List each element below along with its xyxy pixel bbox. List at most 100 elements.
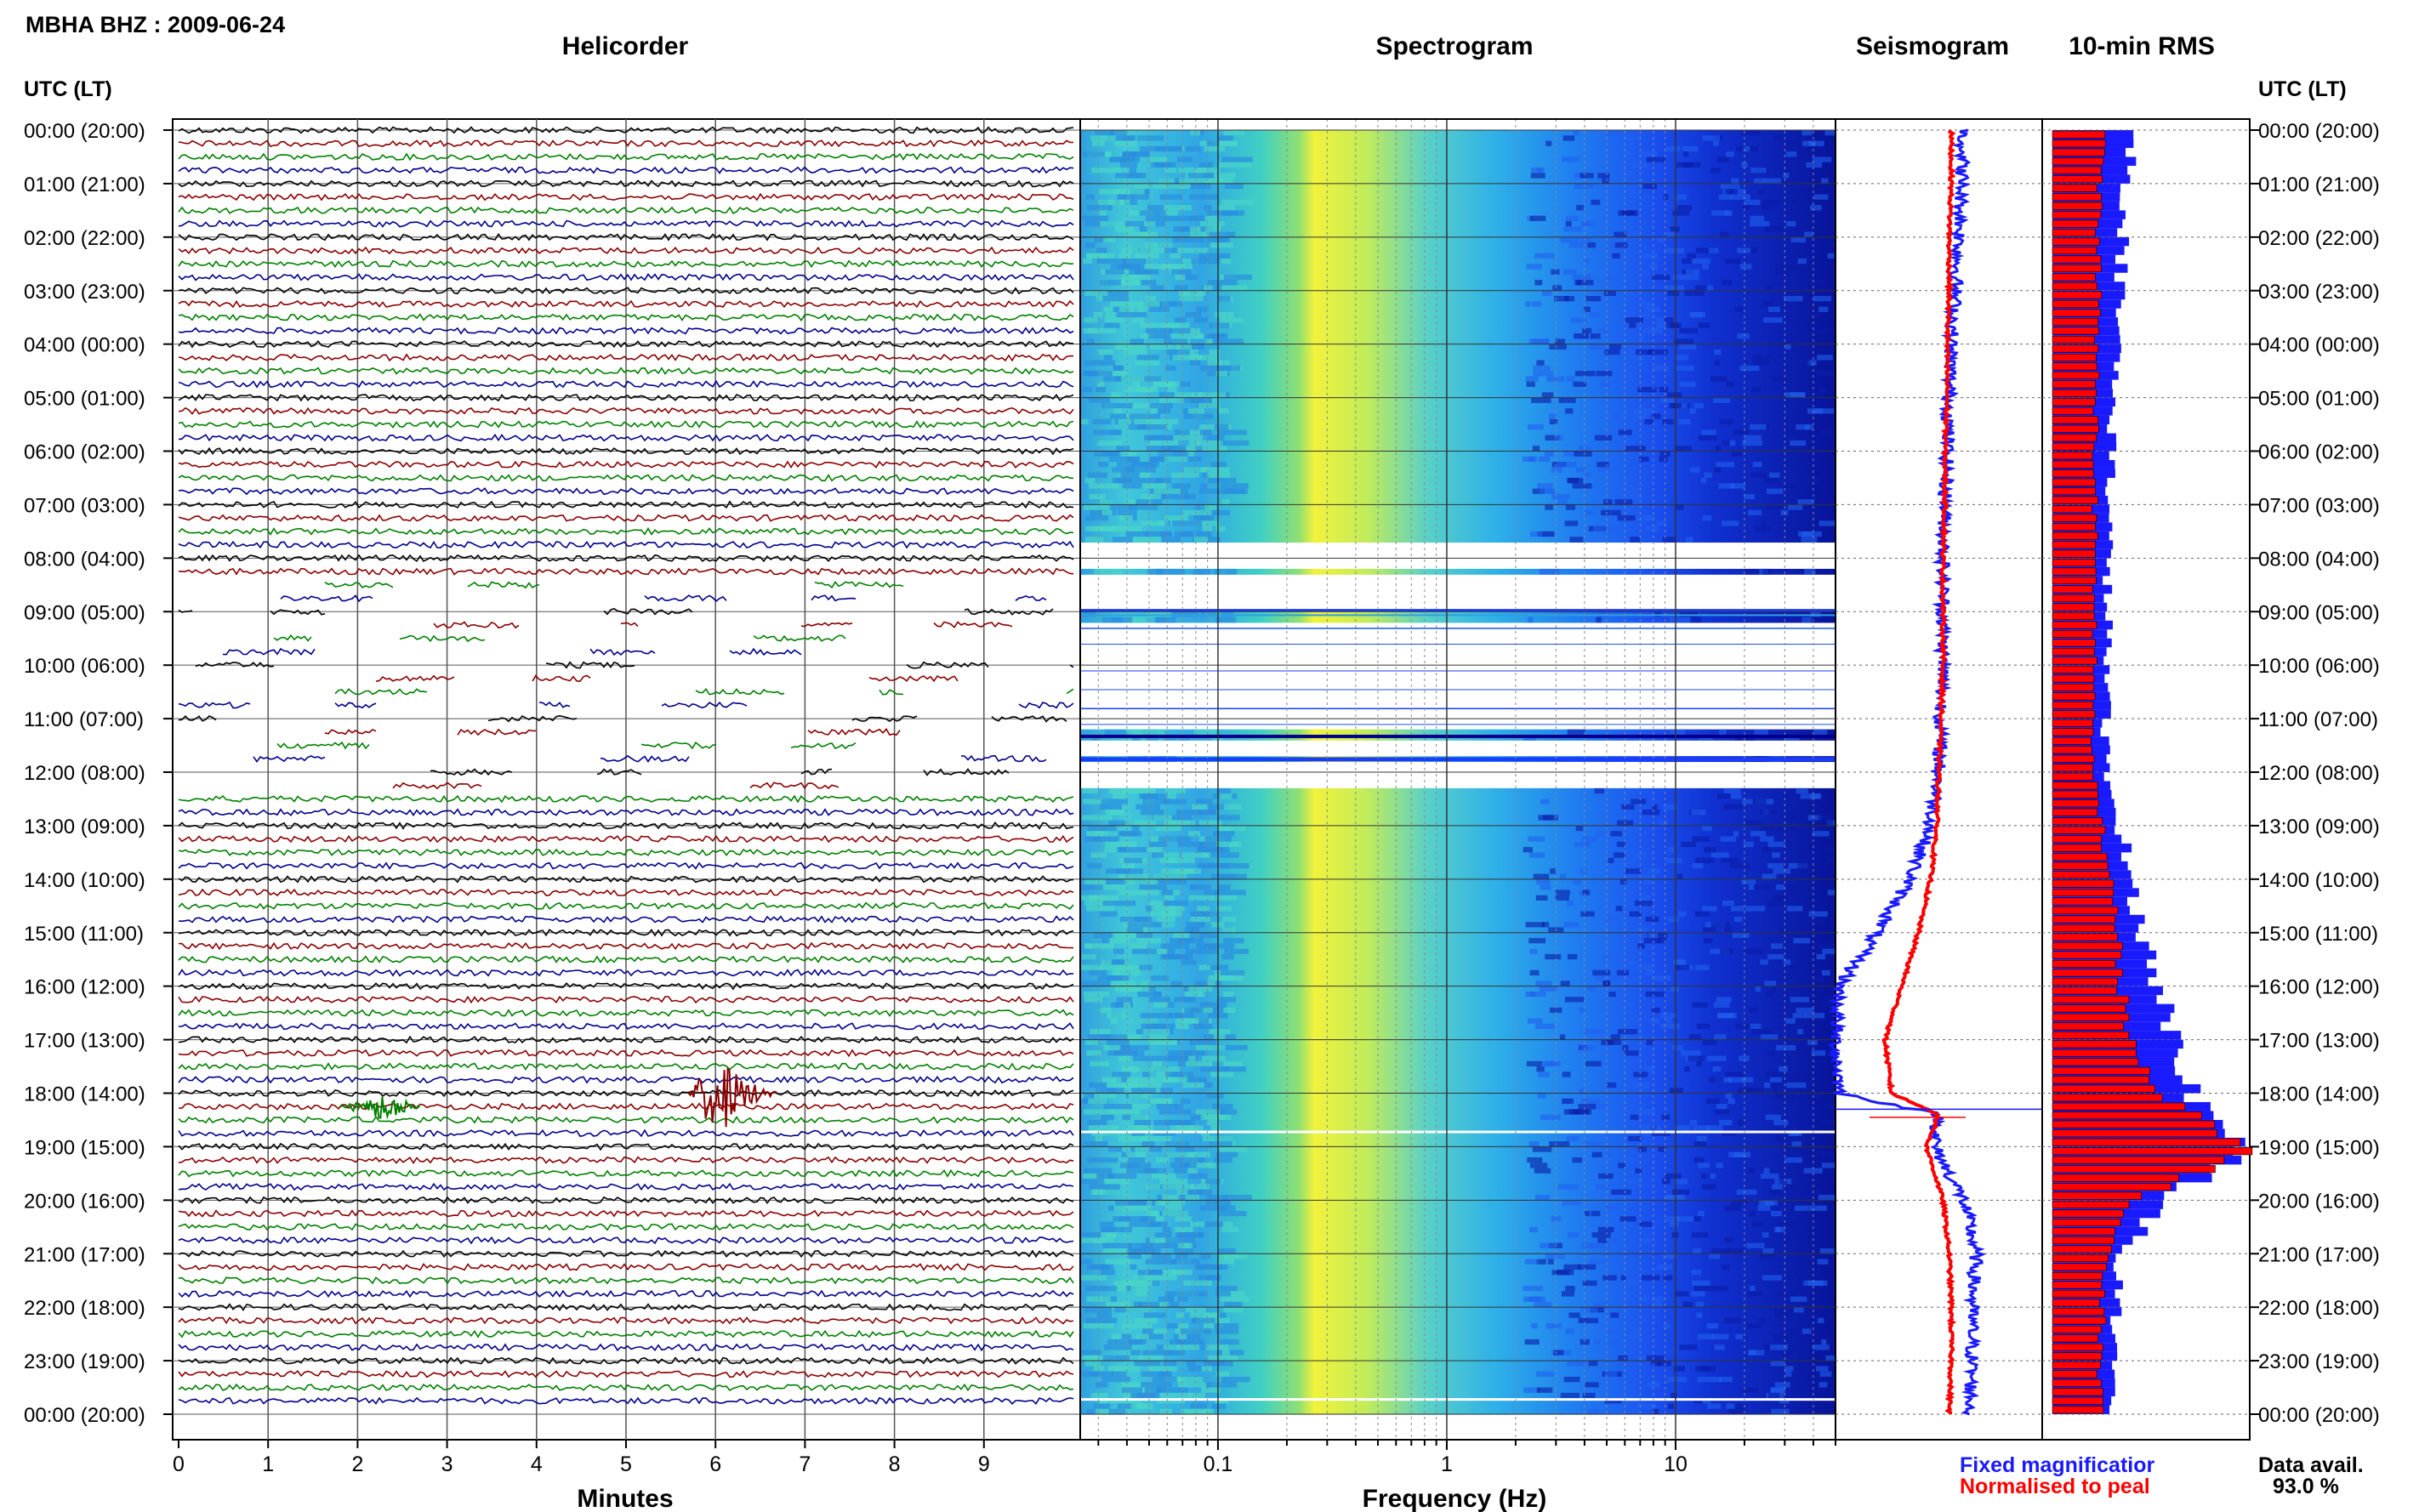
spectrogram-speckle [1783,815,1804,821]
helicorder-trace [178,794,1074,804]
spectrogram-speckle [1145,1259,1177,1265]
spectrogram-speckle [1712,1066,1722,1072]
rms-bar-normalised [2052,1343,2103,1351]
spectrogram-speckle [1141,1242,1169,1249]
spectrogram-speckle [1783,959,1791,965]
spectrogram-speckle [1108,1408,1126,1415]
spectrogram-speckle [1124,959,1132,965]
spectrogram-speckle [1186,446,1197,452]
spectrogram-speckle [1574,333,1590,339]
spectrogram-speckle [1696,247,1716,254]
rms-bar-normalised [2052,353,2097,361]
spectrogram-row [1080,1179,1836,1185]
spectrogram-speckle [1693,1398,1702,1404]
spectrogram-speckle [1712,1376,1722,1383]
spectrogram-speckle [1801,617,1812,623]
spectrogram-speckle [1540,488,1553,495]
spectrogram-speckle [1089,895,1109,901]
spectrogram-speckle [1646,526,1659,532]
minute-tick-label: 5 [620,1452,632,1476]
spectrogram-speckle [1096,1382,1108,1389]
spectrogram-speckle [1736,1189,1757,1196]
spectrogram-speckle [1543,365,1551,372]
spectrogram-speckle [1107,1082,1138,1089]
spectrogram-speckle [1806,162,1823,168]
spectrogram-speckle [1198,509,1231,516]
rms-bar-normalised [2052,130,2106,139]
spectrogram-speckle [1786,140,1801,147]
spectrogram-row [1080,890,1836,896]
spectrogram-speckle [1560,1392,1579,1399]
spectrogram-speckle [1147,435,1159,441]
spectrogram-row [1080,424,1836,430]
spectrogram-speckle [1570,317,1587,323]
helicorder-title: Helicorder [562,32,689,60]
rms-bar-normalised [2052,764,2093,772]
spectrogram-speckle [1111,526,1142,532]
spectrogram-speckle [1726,151,1734,157]
spectrogram-speckle [1141,1141,1155,1147]
spectrogram-speckle [1175,344,1192,350]
rms-bar-normalised [2052,523,2096,531]
spectrogram-speckle [1636,1403,1657,1410]
spectrogram-speckle [1721,520,1739,527]
spectrogram-row [1080,1146,1836,1153]
spectrogram-speckle [1716,1104,1727,1110]
spectrogram-speckle [1141,1023,1167,1030]
spectrogram-speckle [1774,895,1787,901]
spectrogram-row [1080,1301,1836,1308]
spectrogram-speckle [1803,301,1809,308]
seismogram-curve [1881,128,1957,1415]
spectrogram-speckle [1767,1050,1774,1056]
spectrogram-speckle [1131,537,1162,543]
spectrogram-speckle [1163,440,1179,446]
spectrogram-speckle [1641,895,1650,901]
spectrogram-speckle [1659,820,1668,827]
spectrogram-speckle [1541,392,1554,399]
spectrogram-speckle [1173,932,1190,939]
spectrogram-row [1080,1307,1836,1314]
spectrogram-speckle [1092,526,1122,532]
spectrogram-speckle [1219,317,1244,323]
spectrogram-speckle [1625,317,1643,323]
spectrogram-speckle [1084,878,1092,885]
time-tick-label-left: 10:00 (06:00) [24,655,145,678]
spectrogram-row [1080,1408,1836,1415]
spectrogram-speckle [1113,408,1122,414]
spectrogram-speckle [1087,327,1116,334]
spectrogram-speckle [1192,804,1210,810]
spectrogram-row [1080,1398,1836,1405]
rms-bar-normalised [2052,817,2103,826]
spectrogram-speckle [1084,836,1101,843]
spectrogram-speckle [1652,804,1658,810]
spectrogram-speckle [1105,269,1125,276]
rms-bars [2052,130,2253,1414]
spectrogram-speckle [1131,825,1140,832]
spectrogram-speckle [1526,381,1535,388]
spectrogram-speckle [1200,1387,1221,1394]
spectrogram-row [1080,820,1836,827]
spectrogram-speckle [1126,1151,1147,1158]
spectrogram-speckle [1632,975,1642,981]
spectrogram-speckle [1101,1114,1114,1121]
spectrogram-speckle [1090,852,1107,859]
rms-bar-normalised [2052,1334,2098,1343]
spectrogram-speckle [1675,1216,1693,1222]
spectrogram-speckle [1673,1366,1686,1373]
spectrogram-speckle [1129,168,1137,173]
spectrogram-row [1080,140,1836,147]
spectrogram-row [1080,1168,1836,1174]
spectrogram-speckle [1205,1344,1229,1350]
spectrogram-row [1080,306,1836,313]
spectrogram-speckle [1107,135,1136,142]
rms-bar-normalised [2052,1040,2137,1049]
spectrogram-speckle [1773,1088,1779,1094]
spectrogram-speckle [1190,932,1218,939]
spectrogram-speckle [1590,311,1600,318]
spectrogram-row [1080,1286,1836,1292]
spectrogram-speckle [1215,371,1228,377]
helicorder-trace [178,1062,1074,1071]
spectrogram-speckle [1178,1189,1201,1196]
rms-bar-normalised [2052,389,2097,397]
spectrogram-speckle [1579,1088,1585,1094]
